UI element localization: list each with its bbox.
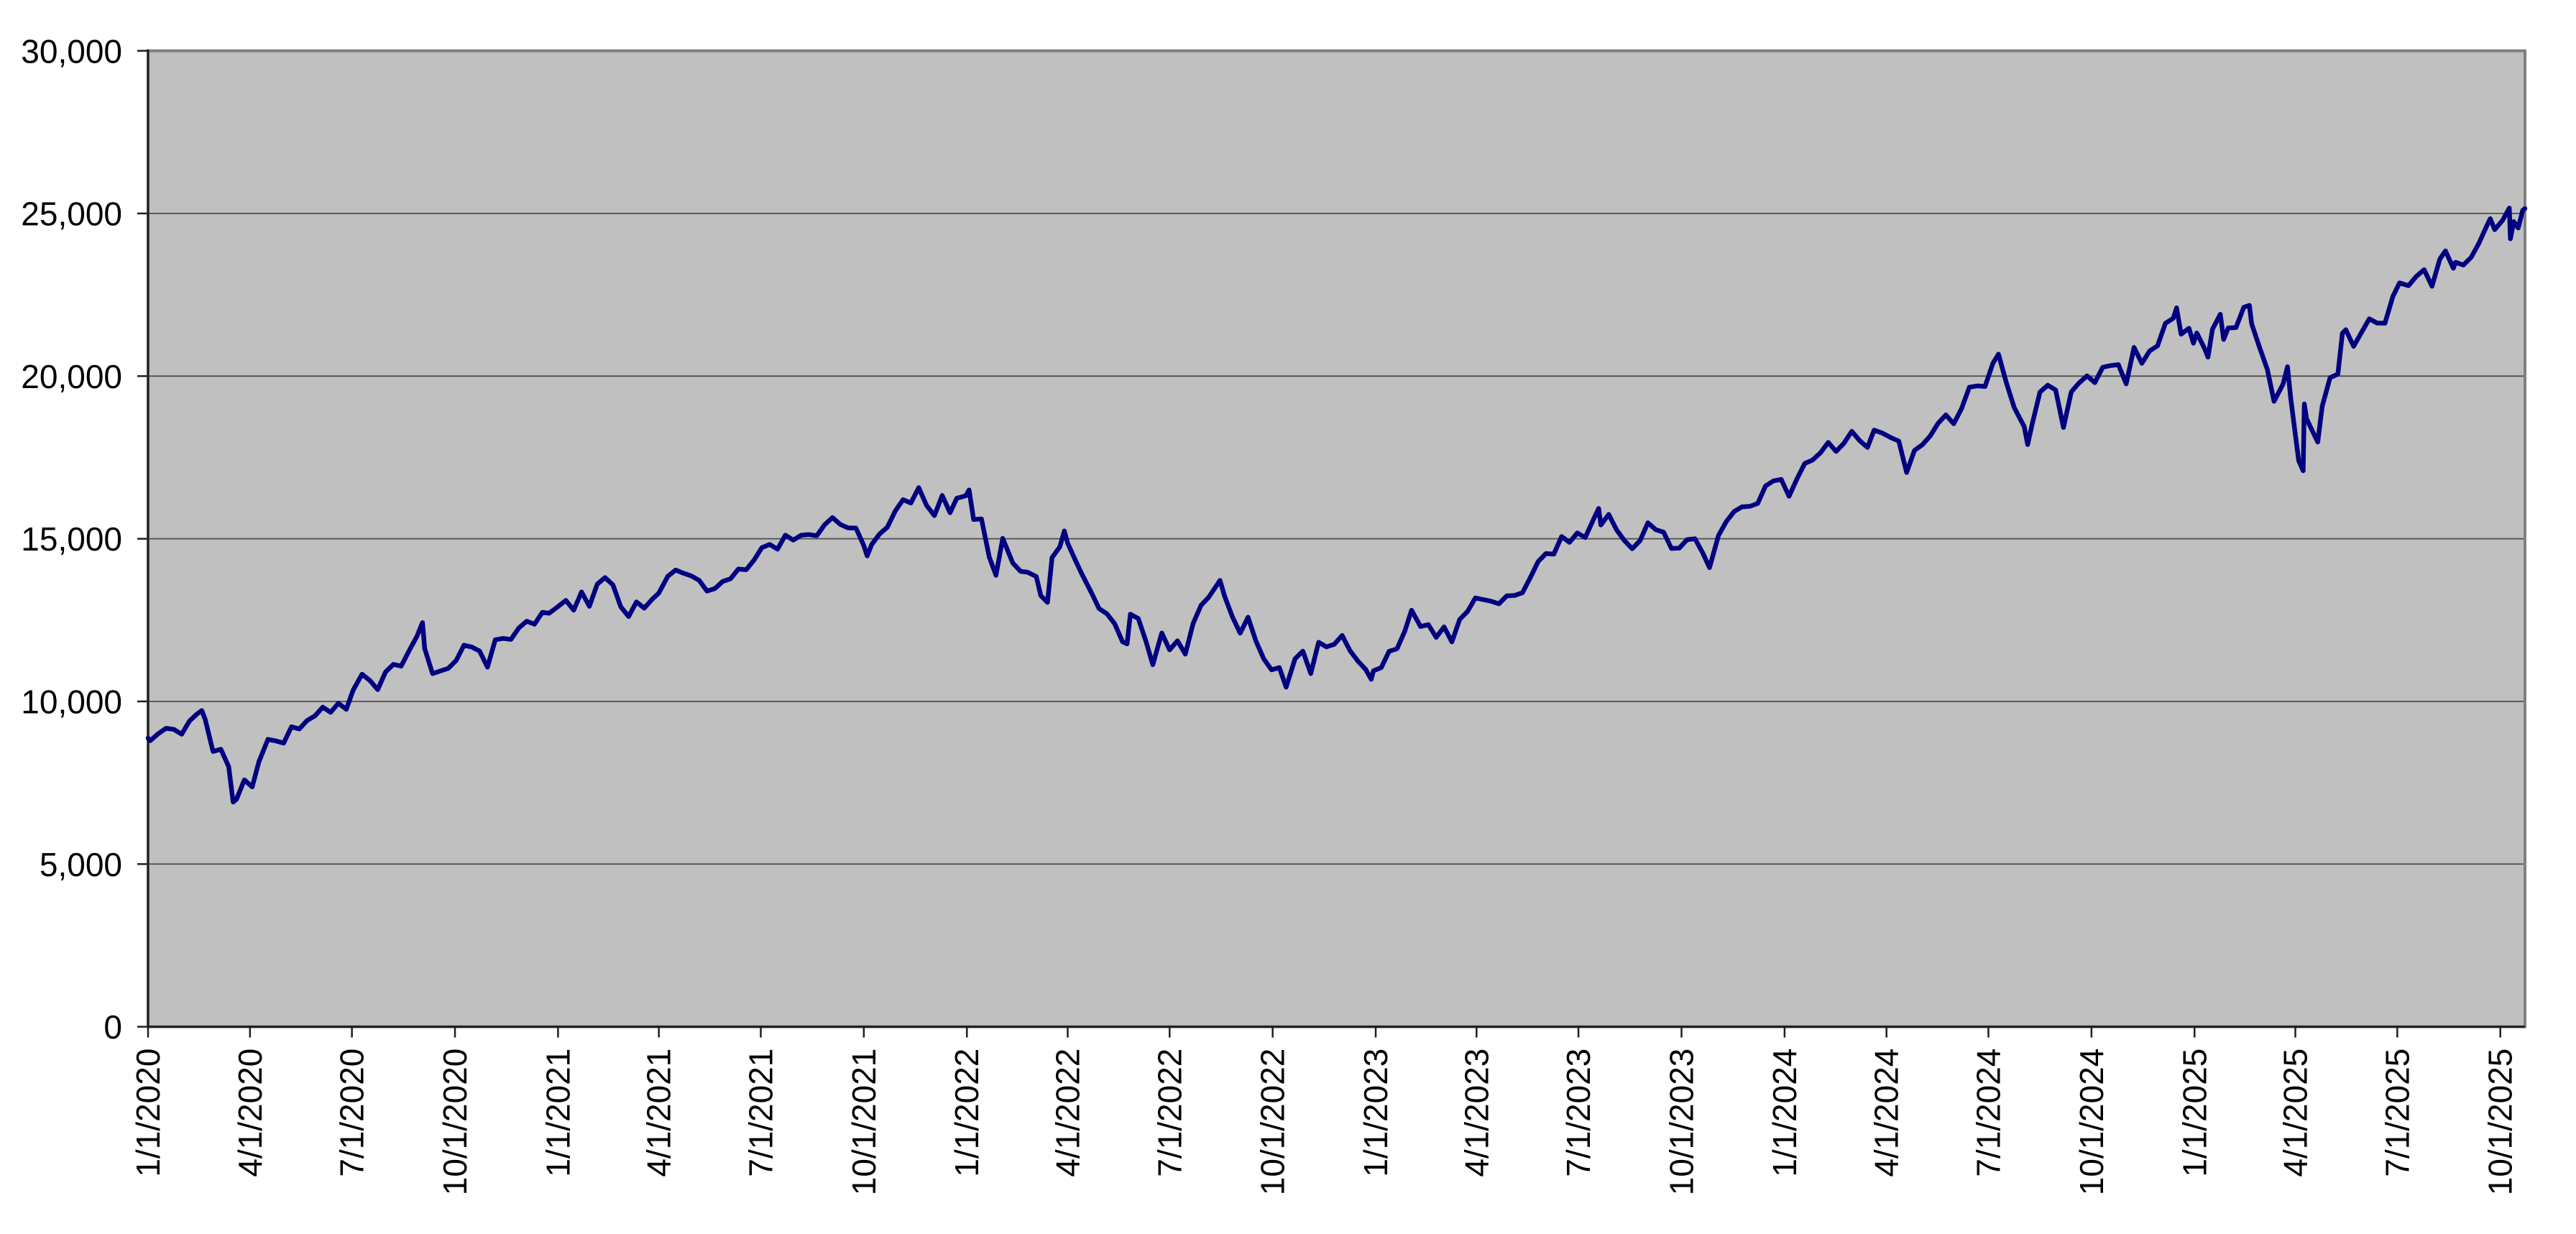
x-axis-tick-label: 7/1/2022 — [1151, 1049, 1188, 1177]
x-axis-tick-label: 4/1/2020 — [231, 1049, 269, 1177]
x-axis-tick-label: 10/1/2024 — [2073, 1049, 2110, 1196]
x-axis-tick-label: 1/1/2020 — [129, 1049, 167, 1177]
y-axis-tick-label: 30,000 — [21, 32, 122, 70]
y-axis-tick-label: 5,000 — [40, 846, 122, 883]
x-axis-tick-label: 4/1/2025 — [2277, 1049, 2314, 1177]
y-axis-tick-label: 25,000 — [21, 195, 122, 233]
y-axis-tick-label: 0 — [104, 1008, 122, 1046]
x-axis-tick-label: 10/1/2023 — [1662, 1049, 1700, 1196]
x-axis-tick-label: 1/1/2024 — [1766, 1049, 1803, 1177]
y-axis-tick-label: 10,000 — [21, 683, 122, 721]
x-axis-tick-label: 4/1/2021 — [640, 1049, 678, 1177]
x-axis-tick-label: 1/1/2023 — [1357, 1049, 1394, 1177]
x-axis-tick-label: 10/1/2022 — [1254, 1049, 1292, 1196]
x-axis-tick-label: 4/1/2024 — [1868, 1049, 1905, 1177]
x-axis-tick-label: 7/1/2023 — [1560, 1049, 1597, 1177]
price-line-series — [145, 206, 2528, 805]
x-axis-tick-label: 7/1/2025 — [2378, 1049, 2416, 1177]
x-axis-tick-label: 10/1/2021 — [845, 1049, 883, 1196]
x-axis-tick-label: 10/1/2020 — [436, 1049, 474, 1196]
x-axis-tick-label: 7/1/2021 — [742, 1049, 779, 1177]
x-axis-tick-label: 1/1/2025 — [2176, 1049, 2213, 1177]
x-axis-tick-label: 1/1/2021 — [539, 1049, 576, 1177]
y-axis-tick-label: 15,000 — [21, 520, 122, 558]
x-axis-tick-label: 7/1/2024 — [1970, 1049, 2007, 1177]
x-axis-tick-label: 1/1/2022 — [948, 1049, 985, 1177]
x-axis-tick-label: 4/1/2022 — [1049, 1049, 1086, 1177]
x-axis-tick-label: 10/1/2025 — [2482, 1049, 2519, 1196]
x-axis-tick-label: 4/1/2023 — [1458, 1049, 1495, 1177]
x-axis-tick-label: 7/1/2020 — [334, 1049, 371, 1177]
y-axis-tick-label: 20,000 — [21, 358, 122, 395]
